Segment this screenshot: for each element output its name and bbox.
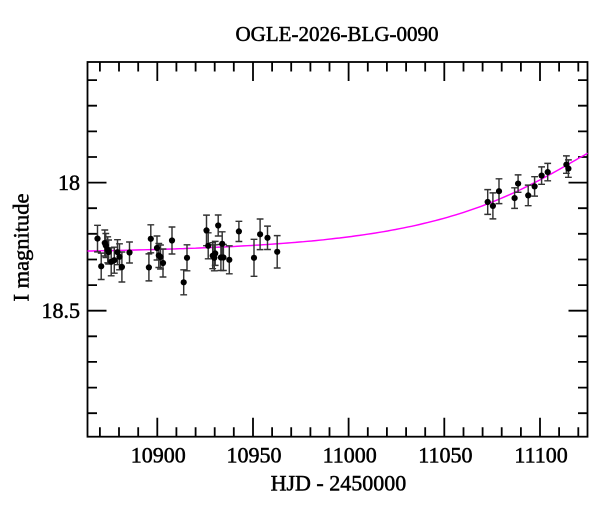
svg-text:OGLE-2026-BLG-0090: OGLE-2026-BLG-0090 <box>236 22 439 46</box>
svg-text:11100: 11100 <box>514 442 567 467</box>
svg-text:HJD - 2450000: HJD - 2450000 <box>271 471 407 496</box>
svg-text:18: 18 <box>58 170 80 195</box>
svg-text:18.5: 18.5 <box>42 298 81 323</box>
svg-text:11050: 11050 <box>418 442 472 467</box>
svg-text:I magnitude: I magnitude <box>9 193 34 301</box>
svg-text:11000: 11000 <box>323 442 377 467</box>
svg-text:10950: 10950 <box>227 442 282 467</box>
svg-text:10900: 10900 <box>131 442 186 467</box>
